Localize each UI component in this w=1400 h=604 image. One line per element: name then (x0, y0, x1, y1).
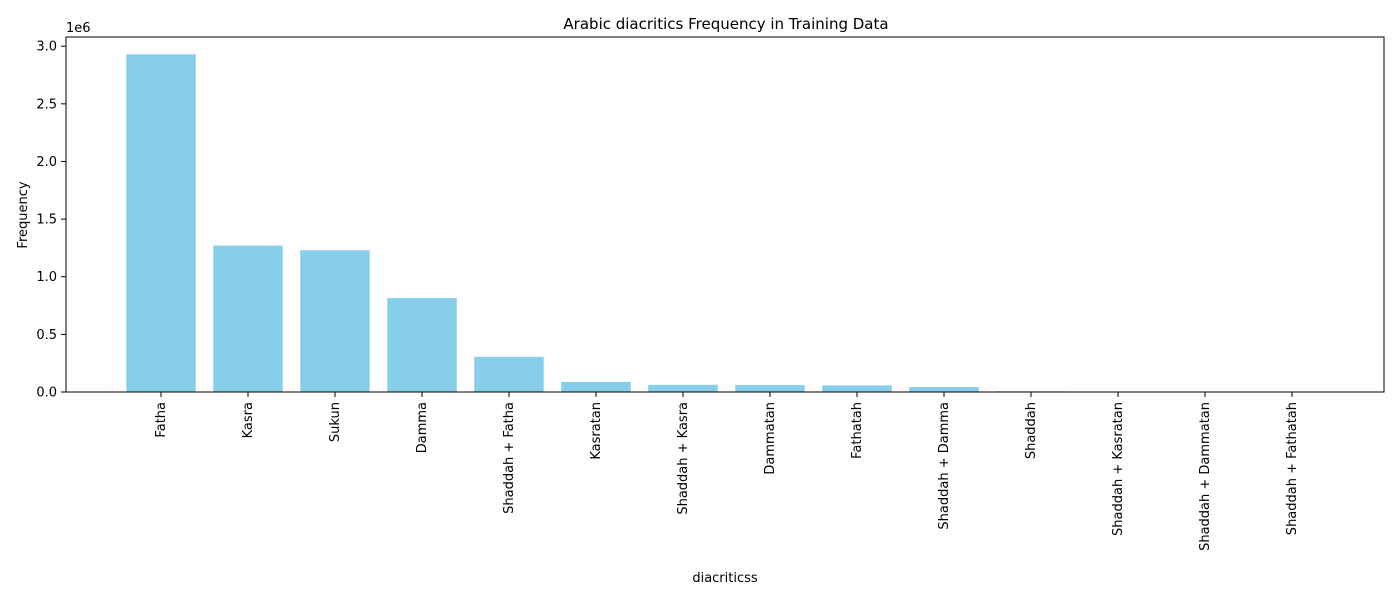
chart-title: Arabic diacritics Frequency in Training … (563, 15, 888, 33)
bar (561, 382, 631, 392)
y-tick-label: 0.5 (36, 328, 57, 343)
x-tick-label: Shaddah + Fatha (502, 402, 517, 514)
x-tick-label: Shaddah + Fathatah (1285, 402, 1300, 535)
y-axis-label: Frequency (16, 181, 31, 248)
y-tick-label: 1.5 (36, 213, 57, 228)
bar (909, 387, 979, 392)
x-tick-label: Damma (415, 402, 430, 453)
x-tick-label: Fathatah (850, 402, 865, 459)
x-tick-label: Shaddah + Kasra (676, 402, 691, 515)
x-tick-label: Shaddah + Dammatan (1198, 402, 1213, 551)
y-tick-label: 3.0 (36, 40, 57, 55)
y-tick-label: 0.0 (36, 386, 57, 401)
bar (387, 298, 457, 392)
bar (126, 54, 196, 392)
x-tick-label: Shaddah + Kasratan (1111, 402, 1126, 536)
y-tick-label: 2.0 (36, 155, 57, 170)
y-tick-label: 1.0 (36, 270, 57, 285)
bar (822, 385, 892, 392)
x-tick-label: Kasratan (589, 402, 604, 460)
bar (648, 385, 718, 392)
y-axis-multiplier: 1e6 (66, 21, 91, 36)
x-axis-label: diacriticss (692, 571, 758, 586)
x-tick-label: Shaddah (1024, 402, 1039, 459)
bar (213, 246, 283, 392)
x-tick-label: Dammatan (763, 402, 778, 475)
x-tick-label: Sukun (328, 402, 343, 442)
bar (474, 357, 544, 392)
bar (300, 250, 370, 392)
y-tick-label: 2.5 (36, 97, 57, 112)
x-tick-label: Fatha (154, 402, 169, 438)
x-tick-label: Kasra (241, 402, 256, 438)
bars-layer (126, 54, 1327, 392)
bar (735, 385, 805, 392)
x-tick-label: Shaddah + Damma (937, 402, 952, 530)
